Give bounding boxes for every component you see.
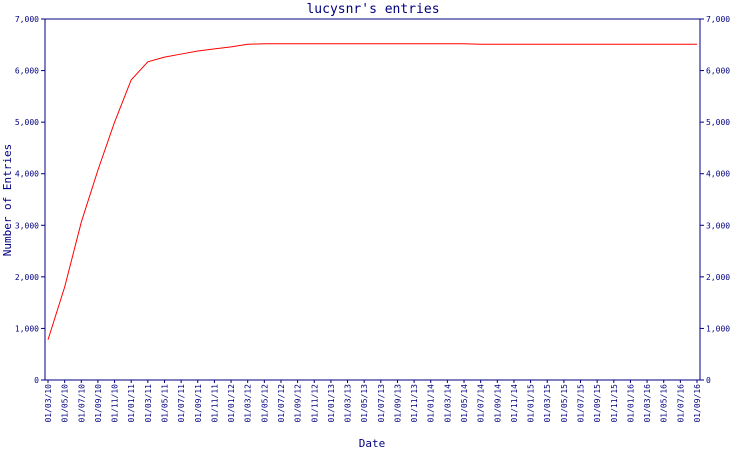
- x-tick-label: 01/07/15: [577, 384, 586, 423]
- plot-frame: [44, 18, 701, 381]
- x-tick-label: 01/03/10: [44, 384, 53, 423]
- x-tick-label: 01/09/15: [593, 384, 602, 423]
- x-tick-label: 01/01/11: [127, 384, 136, 423]
- x-tick-label: 01/01/16: [626, 384, 635, 423]
- x-axis-label: Date: [359, 437, 386, 450]
- x-tick-label: 01/11/10: [111, 384, 120, 423]
- x-tick-label: 01/03/16: [643, 384, 652, 423]
- y2-tick-label: 0: [706, 376, 711, 385]
- x-tick-label: 01/03/15: [543, 384, 552, 423]
- x-tick-label: 01/05/12: [260, 384, 269, 423]
- y2-tick-label: 7,000: [706, 15, 730, 24]
- x-tick-label: 01/05/10: [61, 384, 70, 423]
- x-tick-label: 01/09/11: [194, 384, 203, 423]
- x-tick-label: 01/07/12: [277, 384, 286, 423]
- y-tick-label: 4,000: [15, 170, 39, 179]
- x-tick-label: 01/07/10: [77, 384, 86, 423]
- y-tick-label: 0: [34, 376, 39, 385]
- x-tick-label: 01/09/14: [493, 384, 502, 423]
- x-tick-label: 01/11/11: [210, 384, 219, 423]
- x-tick-label: 01/01/15: [527, 384, 536, 423]
- x-tick-label: 01/07/16: [676, 384, 685, 423]
- x-tick-label: 01/05/16: [660, 384, 669, 423]
- y2-tick-label: 6,000: [706, 67, 730, 76]
- x-tick-label: 01/09/12: [294, 384, 303, 423]
- y2-tick-label: 3,000: [706, 221, 730, 230]
- x-tick-label: 01/09/10: [94, 384, 103, 423]
- y2-tick-label: 4,000: [706, 170, 730, 179]
- x-tick-label: 01/05/15: [560, 384, 569, 423]
- y-tick-label: 7,000: [15, 15, 39, 24]
- y-tick-label: 1,000: [15, 324, 39, 333]
- x-tick-label: 01/03/11: [144, 384, 153, 423]
- x-tick-label: 01/11/14: [510, 384, 519, 423]
- x-tick-label: 01/05/14: [460, 384, 469, 423]
- y2-tick-label: 2,000: [706, 273, 730, 282]
- x-tick-label: 01/07/13: [377, 384, 386, 423]
- y-tick-label: 3,000: [15, 221, 39, 230]
- x-tick-label: 01/01/12: [227, 384, 236, 423]
- y-tick-label: 6,000: [15, 67, 39, 76]
- x-tick-label: 01/01/13: [327, 384, 336, 423]
- y2-tick-label: 1,000: [706, 324, 730, 333]
- chart-title: lucysnr's entries: [306, 2, 439, 17]
- x-tick-label: 01/05/13: [360, 384, 369, 423]
- y-axis-label: Number of Entries: [1, 144, 14, 257]
- x-tick-label: 01/03/13: [344, 384, 353, 423]
- x-tick-label: 01/07/14: [477, 384, 486, 423]
- x-tick-label: 01/01/14: [427, 384, 436, 423]
- x-tick-label: 01/11/15: [610, 384, 619, 423]
- x-tick-label: 01/07/11: [177, 384, 186, 423]
- x-tick-label: 01/09/16: [693, 384, 702, 423]
- x-tick-label: 01/11/13: [410, 384, 419, 423]
- y2-tick-label: 5,000: [706, 118, 730, 127]
- x-tick-label: 01/09/13: [393, 384, 402, 423]
- x-tick-label: 01/03/12: [244, 384, 253, 423]
- y-tick-label: 5,000: [15, 118, 39, 127]
- x-tick-label: 01/05/11: [160, 384, 169, 423]
- y-tick-label: 2,000: [15, 273, 39, 282]
- x-tick-label: 01/03/14: [443, 384, 452, 423]
- x-tick-label: 01/11/12: [310, 384, 319, 423]
- data-line: [47, 43, 697, 340]
